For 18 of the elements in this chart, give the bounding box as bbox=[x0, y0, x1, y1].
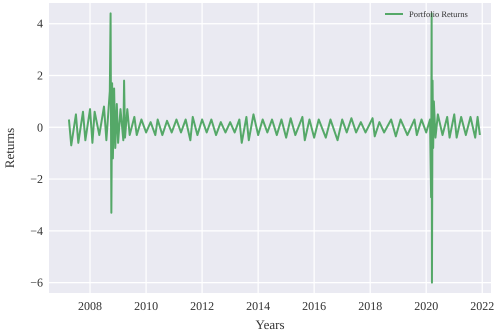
line-series bbox=[68, 12, 481, 284]
y-tick-label: 0 bbox=[37, 120, 43, 134]
legend-label: Portfolio Returns bbox=[409, 9, 468, 19]
x-axis-title: Years bbox=[255, 317, 285, 332]
x-tick-label: 2022 bbox=[470, 299, 494, 313]
x-tick-label: 2016 bbox=[302, 299, 326, 313]
y-tick-label: 4 bbox=[37, 16, 43, 31]
y-tick-label: −2 bbox=[30, 172, 43, 186]
x-tick-label: 2018 bbox=[358, 299, 382, 313]
x-tick-label: 2008 bbox=[78, 299, 102, 313]
y-tick-label: −4 bbox=[30, 224, 43, 238]
x-tick-label: 2014 bbox=[246, 299, 270, 313]
x-tick-label: 2010 bbox=[134, 299, 158, 313]
y-tick-label: −6 bbox=[30, 276, 43, 290]
y-axis-title: Returns bbox=[2, 128, 17, 168]
x-tick-label: 2020 bbox=[414, 299, 438, 313]
y-tick-label: 2 bbox=[37, 68, 43, 82]
x-tick-label: 2012 bbox=[190, 299, 214, 313]
